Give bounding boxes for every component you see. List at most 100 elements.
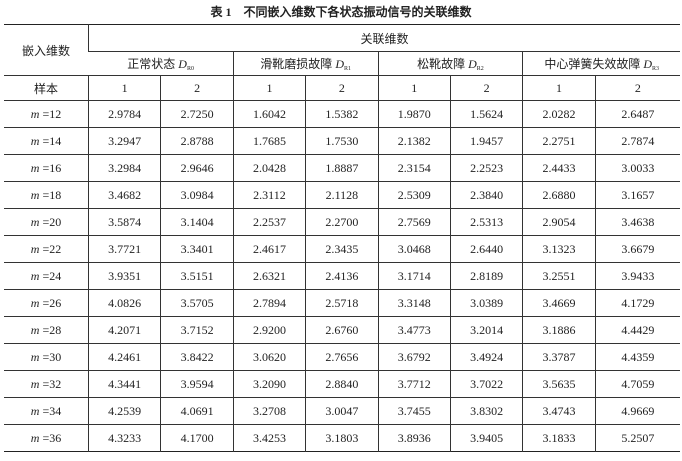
table-cell: 3.3787 (522, 343, 596, 371)
m-symbol: m (30, 106, 40, 121)
table-cell: 2.6487 (594, 100, 680, 128)
sample-number: 2 (160, 75, 234, 101)
table-cell: 4.1700 (160, 424, 234, 452)
table-cell: 3.1323 (522, 235, 596, 263)
embedding-dimension: m =32 (4, 370, 89, 398)
table-cell: 4.7059 (594, 370, 680, 398)
table-cell: 4.1729 (594, 289, 680, 317)
embedding-dimension: m =36 (4, 425, 88, 452)
sample-number: 2 (449, 75, 523, 101)
m-symbol: m (30, 322, 40, 337)
table-cell: 3.7455 (377, 397, 451, 425)
table-cell: 3.2014 (449, 316, 523, 344)
table-cell: 2.7656 (305, 343, 379, 371)
table-cell: 3.9405 (449, 424, 523, 452)
m-symbol: m (30, 376, 40, 391)
correlation-dimension-table: 嵌入维数 关联维数 正常状态 DR0 滑靴磨损故障 DR1 松靴故障 DR2 中心弹簧… (4, 24, 680, 452)
m-symbol: m (30, 214, 40, 229)
table-cell: 2.8788 (160, 127, 234, 155)
m-symbol: m (30, 241, 40, 256)
state-header: 中心弹簧失效故障 DR3 (522, 51, 680, 76)
table-cell: 4.0826 (87, 289, 161, 317)
m-value: =30 (42, 349, 62, 364)
table-cell: 3.8302 (449, 397, 523, 425)
table-cell: 3.4669 (522, 289, 596, 317)
table-cell: 3.6792 (377, 343, 451, 371)
m-value: =22 (42, 241, 62, 256)
table-cell: 1.6042 (232, 100, 306, 128)
table-cell: 2.2700 (305, 208, 379, 236)
table-cell: 3.7022 (449, 370, 523, 398)
table-cell: 4.3233 (87, 424, 161, 452)
table-row: m =24 3.9351 3.5151 2.6321 2.4136 3.1714 2.818… (4, 262, 680, 290)
embedding-dimension: m =30 (4, 343, 89, 371)
table-row: m =22 3.7721 3.3401 2.4617 2.3435 3.0468 2.644… (4, 235, 680, 263)
table-cell: 2.2751 (522, 127, 596, 155)
embedding-dimension: m =12 (4, 100, 89, 128)
m-value: =34 (42, 403, 62, 418)
table-cell: 2.6321 (232, 262, 306, 290)
state-subscript: R2 (476, 66, 484, 72)
m-value: =18 (42, 187, 62, 202)
m-value: =24 (42, 268, 62, 283)
state-name: 中心弹簧失效故障 (544, 57, 641, 71)
table-cell: 2.9784 (87, 100, 161, 128)
state-symbol: D (468, 57, 477, 71)
state-header: 滑靴磨损故障 DR1 (232, 51, 379, 76)
table-cell: 3.9594 (160, 370, 234, 398)
table-cell: 2.7569 (377, 208, 451, 236)
table-cell: 2.8840 (305, 370, 379, 398)
table-cell: 3.4253 (232, 424, 306, 452)
table-cell: 3.8936 (377, 424, 451, 452)
table-cell: 1.7530 (305, 127, 379, 155)
table-cell: 2.7250 (160, 100, 234, 128)
m-symbol: m (30, 160, 40, 175)
embedding-dimension: m =16 (4, 154, 89, 182)
table-cell: 3.1833 (522, 424, 596, 452)
table-title: 不同嵌入维数下各状态振动信号的关联维数 (243, 5, 472, 19)
table-row: m =30 4.2461 3.8422 3.0620 2.7656 3.6792 3.492… (4, 343, 680, 371)
table-cell: 3.4773 (377, 316, 451, 344)
sample-number: 1 (522, 75, 596, 101)
table-cell: 3.0984 (160, 181, 234, 209)
table-cell: 2.1128 (305, 181, 379, 209)
table-cell: 3.8422 (160, 343, 234, 371)
m-symbol: m (30, 187, 40, 202)
m-value: =36 (42, 430, 62, 445)
sample-number: 1 (87, 75, 161, 101)
table-cell: 1.5382 (305, 100, 379, 128)
table-cell: 2.6440 (449, 235, 523, 263)
table-cell: 3.9433 (594, 262, 680, 290)
table-row: m =32 4.3441 3.9594 3.2090 2.8840 3.7712 3.702… (4, 370, 680, 398)
table-row: m =28 4.2071 3.7152 2.9200 2.6760 3.4773 3.201… (4, 316, 680, 344)
state-subscript: R3 (652, 66, 660, 72)
table-cell: 2.5309 (377, 181, 451, 209)
table-cell: 2.3840 (449, 181, 523, 209)
table-cell: 2.0428 (232, 154, 306, 182)
m-symbol: m (30, 133, 40, 148)
table-cell: 2.3112 (232, 181, 306, 209)
table-row: m =12 2.9784 2.7250 1.6042 1.5382 1.9870 1.562… (4, 100, 680, 128)
table-cell: 2.8189 (449, 262, 523, 290)
table-cell: 3.5635 (522, 370, 596, 398)
table-row: m =20 3.5874 3.1404 2.2537 2.2700 2.7569 2.531… (4, 208, 680, 236)
m-value: =32 (42, 376, 62, 391)
table-cell: 1.7685 (232, 127, 306, 155)
state-symbol: D (178, 57, 187, 71)
table-cell: 2.2537 (232, 208, 306, 236)
table-cell: 1.8887 (305, 154, 379, 182)
table-cell: 3.1657 (594, 181, 680, 209)
table-cell: 1.9457 (449, 127, 523, 155)
embedding-dimension: m =34 (4, 397, 89, 425)
table-cell: 2.5313 (449, 208, 523, 236)
embedding-dimension: m =26 (4, 289, 89, 317)
embedding-dimension: m =24 (4, 262, 89, 290)
table-cell: 4.3441 (87, 370, 161, 398)
table-cell: 3.4638 (594, 208, 680, 236)
table-cell: 3.5874 (87, 208, 161, 236)
table-row: m =14 3.2947 2.8788 1.7685 1.7530 2.1382 1.945… (4, 127, 680, 155)
table-cell: 2.9646 (160, 154, 234, 182)
table-cell: 3.1803 (305, 424, 379, 452)
table-cell: 3.5151 (160, 262, 234, 290)
m-symbol: m (30, 268, 40, 283)
